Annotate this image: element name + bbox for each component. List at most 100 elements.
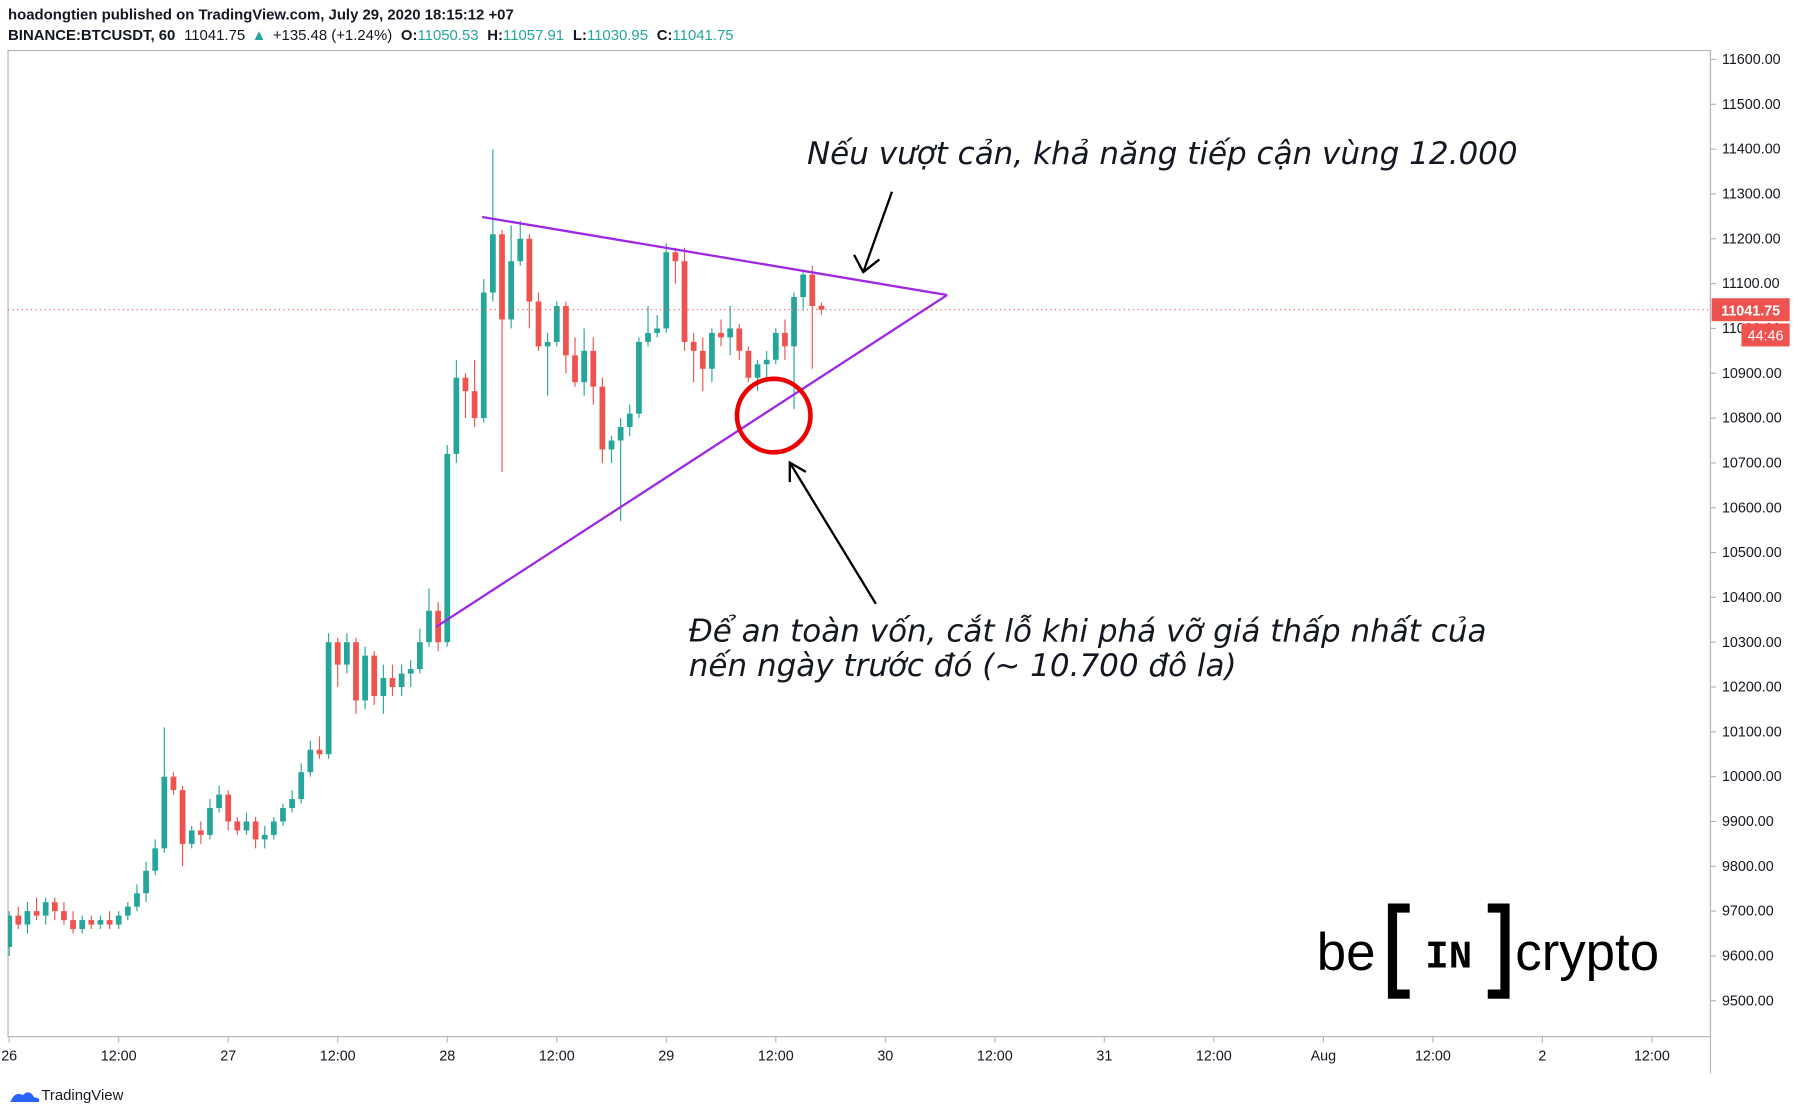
candle-body xyxy=(42,902,49,916)
candle-body xyxy=(61,911,67,921)
x-tick-label: 29 xyxy=(658,1049,674,1065)
candle-body xyxy=(471,391,478,419)
candle-body xyxy=(152,848,159,871)
y-tick-label: 10400.00 xyxy=(1722,590,1782,606)
open-label: O: xyxy=(401,27,418,44)
arrow: ▲ xyxy=(252,27,267,44)
y-tick-label: 11200.00 xyxy=(1722,231,1781,247)
candle-body xyxy=(690,341,697,351)
drawings xyxy=(435,191,948,628)
candle-body xyxy=(343,642,350,665)
change: +135.48 (+1.24%) xyxy=(273,27,392,44)
candle-body xyxy=(782,332,788,347)
candle-body xyxy=(51,902,58,912)
x-tick-label: 12:00 xyxy=(1634,1049,1670,1065)
candle-body xyxy=(553,306,560,342)
candle-body xyxy=(170,776,177,791)
logo-left: be xyxy=(1317,923,1376,982)
price-label: 11041.75 xyxy=(1721,303,1780,319)
highlight-circle xyxy=(734,376,813,455)
arrow-top xyxy=(853,191,894,274)
candle-body xyxy=(480,292,487,419)
candle-body xyxy=(334,642,341,665)
x-tick-label: 31 xyxy=(1096,1049,1112,1065)
candle-body xyxy=(426,610,432,643)
y-tick-label: 9600.00 xyxy=(1722,949,1774,965)
candle-body xyxy=(709,332,715,369)
y-tick-label: 10900.00 xyxy=(1722,366,1782,382)
candle-body xyxy=(307,749,314,773)
candle-body xyxy=(389,678,396,688)
candle-body xyxy=(252,821,259,840)
candle-body xyxy=(243,821,250,831)
candle-body xyxy=(33,911,40,916)
x-tick-label: 30 xyxy=(877,1049,893,1065)
candle-body xyxy=(581,350,588,383)
x-tick-label: 12:00 xyxy=(758,1049,794,1065)
candle-body xyxy=(526,238,533,302)
candle-body xyxy=(216,794,222,809)
candle-body xyxy=(736,328,743,351)
candle-body xyxy=(772,332,779,360)
candle-body xyxy=(106,920,113,925)
high-value: 11057.91 xyxy=(503,27,564,44)
candle-body xyxy=(791,297,797,347)
x-tick-label: 12:00 xyxy=(101,1049,137,1065)
candle-body xyxy=(672,252,679,262)
y-tick-label: 10600.00 xyxy=(1722,500,1782,516)
candle-body xyxy=(298,772,305,800)
candle-body xyxy=(416,642,423,670)
logo-right: crypto xyxy=(1515,923,1659,982)
y-tick-label: 10100.00 xyxy=(1722,724,1782,740)
candle-body xyxy=(316,749,323,755)
y-tick-label: 9500.00 xyxy=(1722,993,1774,1009)
candle-body xyxy=(544,341,551,347)
candle-body xyxy=(371,655,378,696)
y-tick-label: 10800.00 xyxy=(1722,411,1782,427)
logo-bracket xyxy=(1387,903,1510,999)
candle-body xyxy=(763,359,770,365)
candle-body xyxy=(79,920,86,930)
candle-body xyxy=(8,915,13,947)
candle-body xyxy=(499,234,505,320)
logo: be IN crypto xyxy=(1317,903,1659,999)
y-tick-label: 10300.00 xyxy=(1722,635,1782,651)
x-tick-label: 26 xyxy=(1,1049,17,1065)
x-tick-label: 12:00 xyxy=(320,1049,356,1065)
candle-body xyxy=(800,274,807,298)
candle-body xyxy=(188,830,195,844)
candle-body xyxy=(617,427,624,441)
candle-body xyxy=(161,776,168,849)
y-tick-label: 11400.00 xyxy=(1722,142,1781,158)
countdown: 44:46 xyxy=(1748,329,1784,345)
candle-body xyxy=(270,821,277,835)
annotation: Để an toàn vốn, cắt lỗ khi phá vỡ giá th… xyxy=(689,614,1487,650)
resistance-line xyxy=(481,215,948,297)
y-tick-label: 9700.00 xyxy=(1722,904,1774,920)
candle-body xyxy=(289,799,295,809)
y-tick-label: 10500.00 xyxy=(1722,545,1782,561)
last-price: 11041.75 xyxy=(184,27,245,44)
candle-body xyxy=(599,386,606,450)
x-tick-label: 27 xyxy=(220,1049,236,1065)
candle-body xyxy=(745,350,752,378)
y-tick-label: 9900.00 xyxy=(1722,814,1774,830)
candle-body xyxy=(608,440,615,450)
candle-body xyxy=(207,808,213,835)
candle-body xyxy=(517,238,524,262)
candle-body xyxy=(754,364,761,378)
low-value: 11030.95 xyxy=(587,27,648,44)
candle-body xyxy=(143,870,149,894)
candle-body xyxy=(134,893,140,907)
countdown-box xyxy=(1741,323,1790,347)
candle-body xyxy=(699,350,706,369)
candle-body xyxy=(398,673,405,688)
candle-body xyxy=(234,821,241,831)
support-line xyxy=(435,294,948,628)
candle-body xyxy=(124,906,131,916)
x-tick-label: 12:00 xyxy=(539,1049,575,1065)
candle-body xyxy=(563,306,569,356)
candle-body xyxy=(325,642,332,755)
candle-body xyxy=(362,655,368,701)
